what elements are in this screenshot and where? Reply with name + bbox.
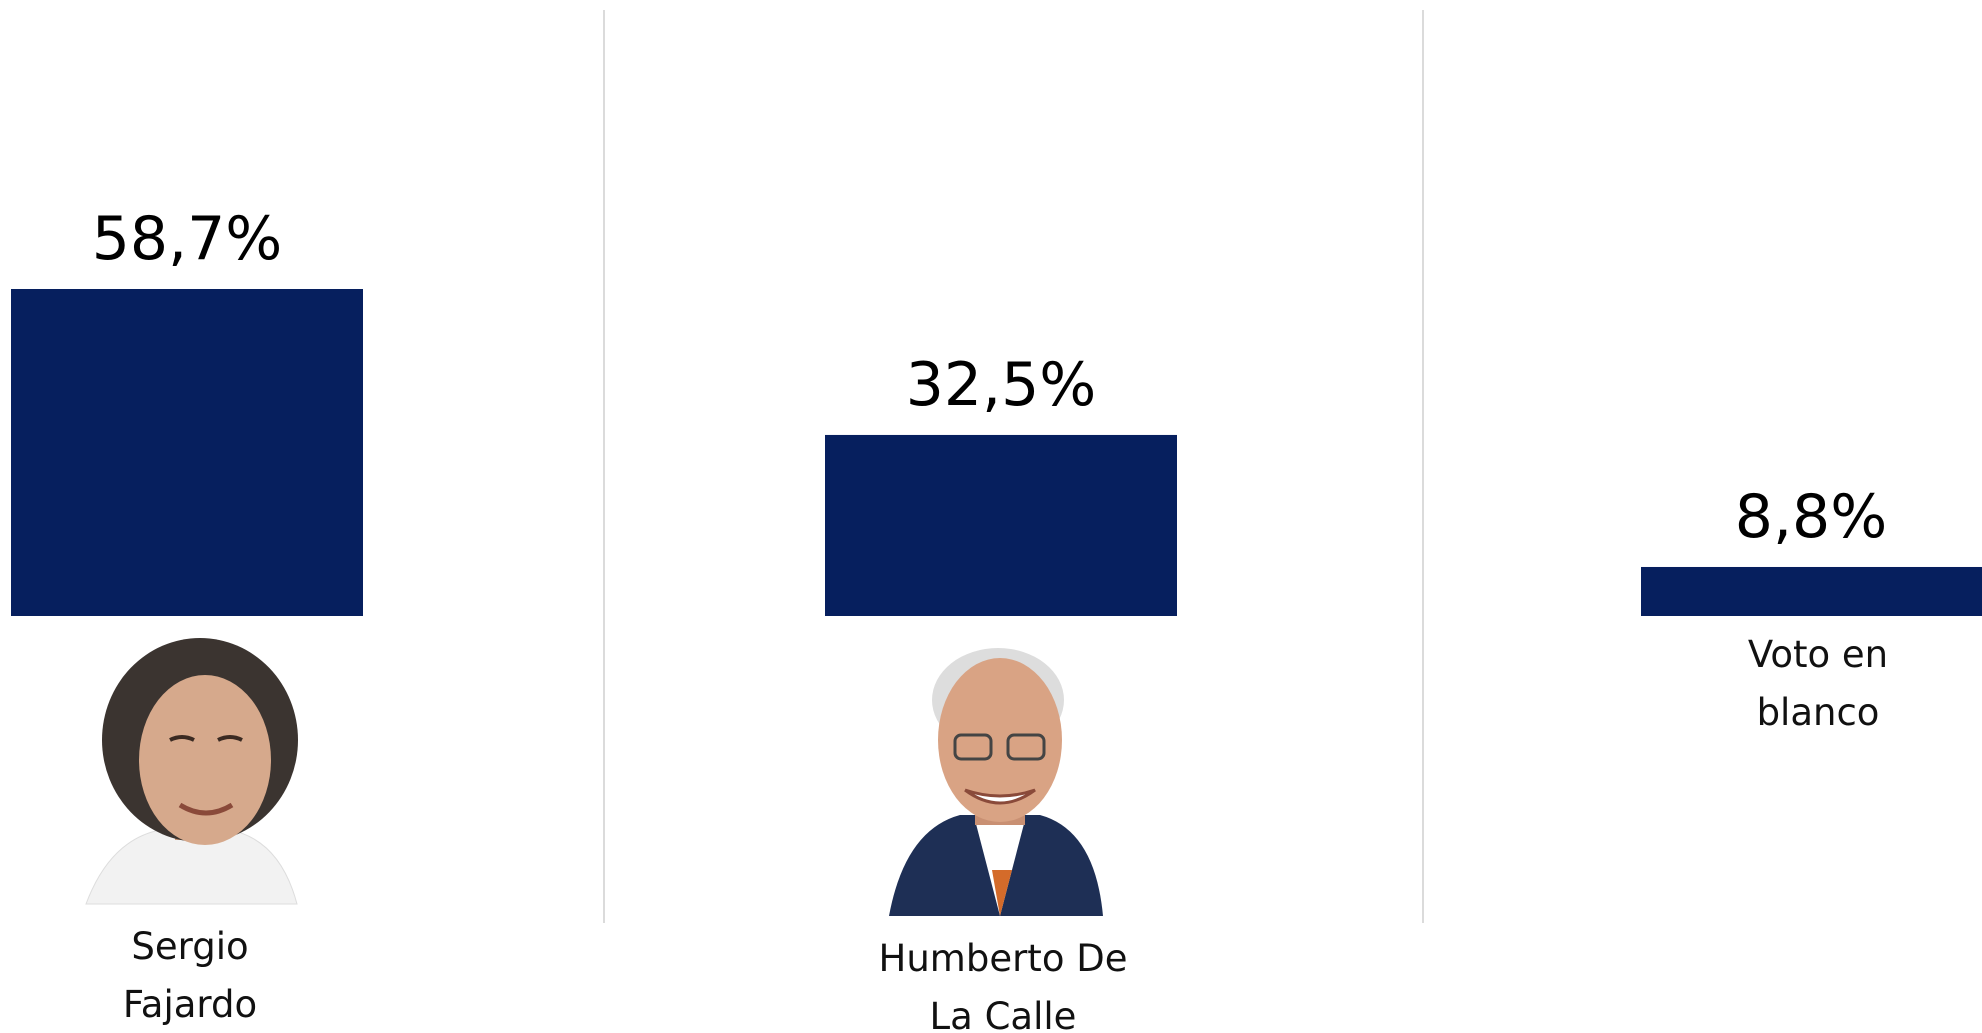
value-label: 8,8% <box>1735 482 1887 552</box>
category-label: Voto en blanco <box>1747 633 1889 734</box>
category-label: Humberto De La Calle <box>878 937 1128 1033</box>
bar <box>1641 566 1982 616</box>
bar <box>11 289 363 616</box>
candidate-photo <box>85 638 298 905</box>
value-label: 32,5% <box>906 350 1097 420</box>
bar <box>825 434 1177 616</box>
value-label: 58,7% <box>92 204 283 274</box>
category-label: Sergio Fajardo <box>122 925 258 1026</box>
candidate-photo <box>889 648 1103 916</box>
